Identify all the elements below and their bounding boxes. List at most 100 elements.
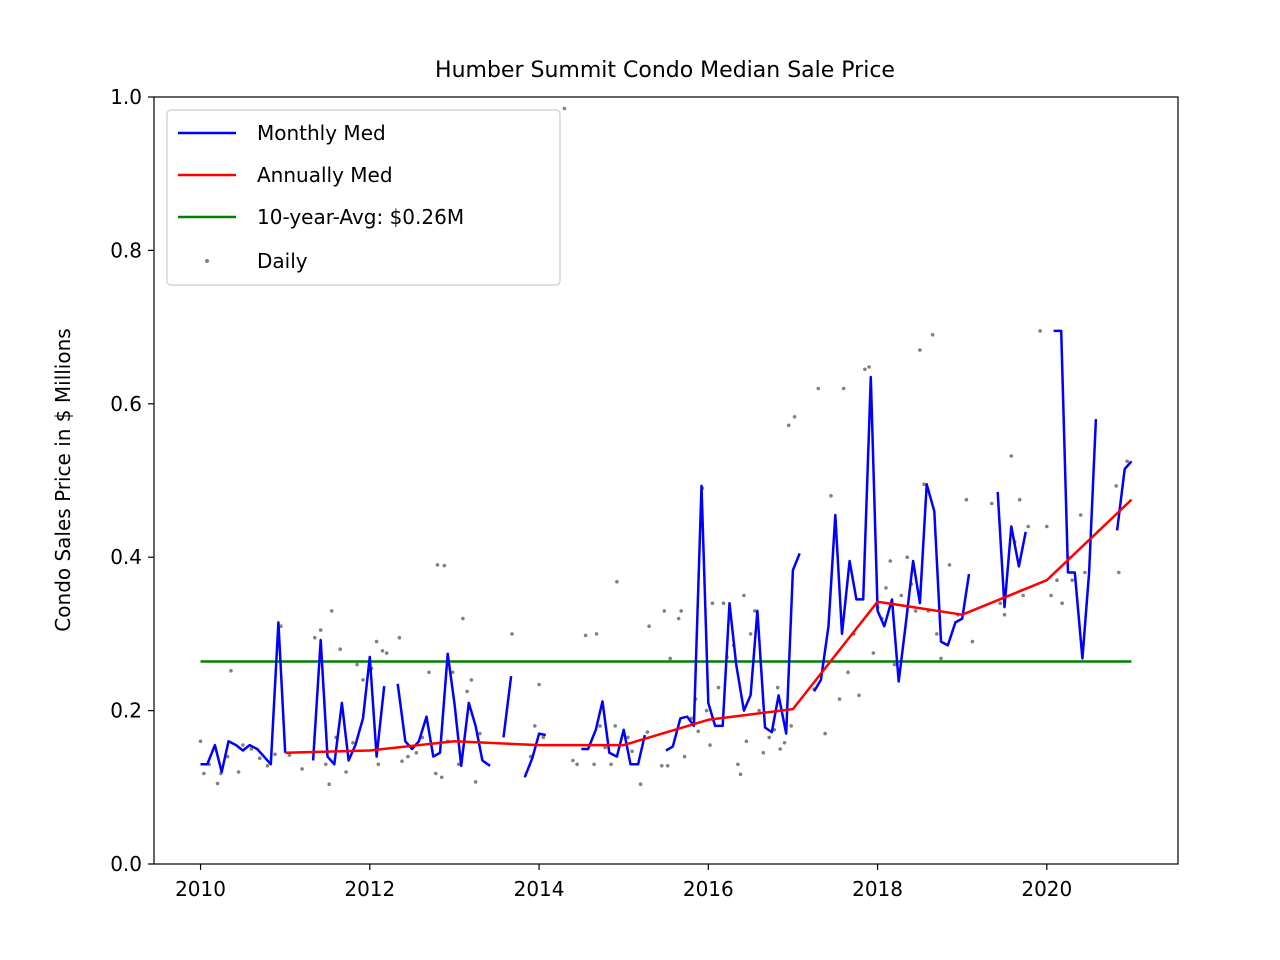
daily-point-131 [935, 632, 939, 636]
daily-point-156 [1125, 459, 1129, 464]
daily-point-10 [258, 756, 262, 760]
daily-point-16 [313, 635, 317, 640]
daily-point-14 [287, 753, 292, 757]
daily-point-84 [710, 601, 715, 605]
daily-point-52 [533, 724, 537, 728]
daily-point-138 [998, 601, 1003, 605]
monthly-line-segment-7 [813, 375, 971, 693]
daily-point-146 [1045, 524, 1049, 529]
daily-point-90 [738, 772, 743, 777]
daily-point-96 [761, 751, 766, 755]
daily-point-154 [1114, 484, 1118, 488]
daily-point-38 [434, 771, 438, 776]
daily-point-49 [478, 731, 482, 736]
annual-line [285, 498, 1133, 755]
daily-point-89 [736, 762, 740, 767]
daily-point-40 [435, 563, 440, 567]
daily-point-34 [406, 754, 410, 759]
daily-point-114 [857, 693, 861, 698]
daily-point-15 [300, 767, 304, 771]
x-tick-label-2010: 2010 [175, 877, 226, 901]
daily-point-30 [384, 651, 389, 655]
y-tick-label-1.0: 1.0 [110, 85, 142, 109]
daily-point-8 [241, 743, 245, 747]
daily-point-63 [609, 762, 613, 767]
daily-point-66 [626, 735, 630, 740]
daily-point-116 [867, 365, 871, 369]
x-tick-label-2014: 2014 [514, 877, 565, 901]
daily-point-18 [324, 762, 328, 767]
daily-point-25 [355, 662, 359, 667]
daily-point-6 [229, 668, 233, 673]
legend-label-average: 10-year-Avg: $0.26M [257, 205, 464, 229]
monthly-line-segment-3 [502, 675, 513, 738]
daily-point-74 [662, 609, 667, 613]
daily-point-103 [789, 724, 793, 728]
daily-point-43 [450, 670, 455, 675]
daily-point-128 [922, 482, 926, 487]
x-tick-label-2020: 2020 [1021, 877, 1072, 901]
daily-point-133 [947, 563, 952, 567]
daily-point-143 [1021, 593, 1025, 598]
x-tick-label-2018: 2018 [852, 877, 903, 901]
daily-point-92 [744, 739, 749, 744]
daily-point-54 [541, 735, 546, 740]
daily-point-28 [374, 639, 379, 644]
daily-point-107 [823, 731, 827, 736]
daily-point-62 [603, 745, 607, 750]
monthly-line-segment-6 [665, 484, 801, 752]
daily-point-46 [465, 689, 469, 694]
monthly-line-layer [200, 329, 1133, 778]
daily-point-7 [236, 770, 241, 774]
daily-point-73 [668, 656, 672, 661]
daily-point-77 [682, 754, 687, 759]
daily-point-139 [1002, 612, 1007, 617]
daily-point-127 [918, 348, 922, 352]
daily-point-68 [638, 782, 643, 786]
daily-point-69 [645, 730, 650, 734]
daily-point-76 [679, 609, 683, 613]
legend-box [166, 109, 561, 286]
daily-point-13 [279, 624, 283, 628]
daily-point-144 [1026, 524, 1030, 529]
daily-point-124 [905, 555, 909, 559]
daily-point-80 [696, 729, 700, 734]
daily-point-60 [594, 632, 599, 636]
daily-point-23 [344, 770, 348, 774]
legend-label-daily: Daily [257, 249, 308, 273]
daily-point-149 [1060, 601, 1064, 605]
monthly-line-segment-9 [1053, 329, 1098, 660]
daily-point-153 [1083, 570, 1087, 575]
daily-point-110 [837, 697, 842, 701]
daily-point-58 [583, 633, 588, 638]
legend-swatch-daily [205, 259, 209, 263]
daily-point-112 [846, 670, 850, 675]
daily-point-94 [753, 609, 757, 613]
daily-point-55 [571, 758, 575, 763]
daily-point-148 [1055, 578, 1059, 582]
daily-point-136 [970, 639, 975, 644]
y-axis-ticks: 0.0 0.2 0.4 0.6 0.8 1.0 [110, 85, 154, 876]
daily-point-22 [338, 647, 343, 651]
daily-point-140 [1009, 454, 1014, 458]
y-tick-label-0.2: 0.2 [110, 699, 142, 723]
daily-point-130 [930, 333, 935, 337]
daily-point-72 [665, 764, 670, 768]
daily-point-11 [265, 764, 270, 768]
daily-point-115 [863, 367, 867, 372]
daily-point-75 [676, 616, 681, 621]
chart-title: Humber Summit Condo Median Sale Price [435, 58, 895, 83]
daily-point-29 [380, 649, 385, 653]
daily-point-37 [427, 670, 431, 675]
daily-point-111 [841, 386, 846, 391]
daily-point-137 [990, 501, 994, 506]
daily-point-70 [647, 624, 651, 628]
daily-point-93 [748, 632, 753, 636]
daily-point-12 [273, 752, 277, 757]
daily-point-101 [782, 741, 787, 745]
monthly-line-segment-1 [311, 638, 386, 766]
daily-point-121 [888, 559, 893, 563]
daily-point-24 [351, 741, 355, 745]
plot-area-frame [153, 96, 1179, 865]
daily-point-64 [613, 724, 617, 728]
